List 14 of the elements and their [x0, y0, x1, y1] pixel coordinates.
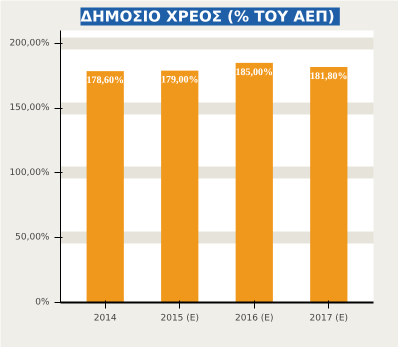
x-tick-label: 2017 (Ε)	[310, 314, 348, 324]
x-tick-label: 2014	[94, 314, 117, 324]
chart-title: ΔΗΜΟΣΙΟ ΧΡΕΟΣ (% ΤΟΥ ΑΕΠ)	[80, 8, 335, 26]
y-tick-label: 200,00%	[9, 38, 50, 48]
y-tick-label: 100,00%	[9, 168, 50, 178]
data-label: 178,60%	[86, 75, 124, 86]
y-tick-label: 50,00%	[15, 232, 50, 243]
x-tick-label: 2016 (Ε)	[235, 314, 274, 324]
data-label: 179,00%	[160, 74, 198, 86]
x-tick-label: 2015 (Ε)	[160, 314, 199, 324]
data-label: 181,80%	[310, 71, 348, 82]
data-label: 185,00%	[236, 66, 274, 78]
y-tick-label: 150,00%	[9, 103, 50, 114]
y-tick-label: 0%	[35, 298, 50, 308]
